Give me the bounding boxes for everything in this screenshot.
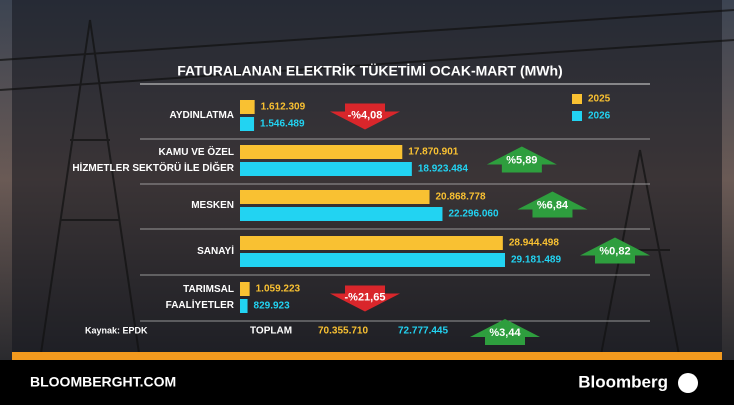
total-label: TOPLAM [250, 326, 292, 337]
bar [240, 299, 248, 313]
legend-label: 2025 [588, 94, 611, 105]
legend-swatch [572, 94, 582, 104]
bar [240, 117, 255, 131]
category-label: MESKEN [191, 200, 234, 211]
category-label: KAMU VE ÖZEL HİZMETLER SEKTÖRÜ İLE DİĞER [72, 145, 234, 174]
category-label: AYDINLATMA [170, 110, 234, 121]
footer-site: BLOOMBERGHT.COM [30, 374, 176, 390]
change-label: %3,44 [489, 327, 521, 339]
value-label: 1.059.223 [256, 284, 301, 295]
bar [240, 207, 443, 221]
change-arrow-down [330, 103, 400, 130]
change-label: %5,89 [506, 154, 537, 166]
value-label: 18.923.484 [418, 164, 468, 175]
legend-swatch [572, 111, 582, 121]
category-label: SANAYİ [197, 244, 234, 257]
footer-brand: Bloomberg [578, 372, 668, 391]
legend-label: 2026 [588, 111, 611, 122]
change-label: -%21,65 [345, 291, 386, 303]
footer [0, 360, 734, 405]
value-label: 22.296.060 [448, 209, 498, 220]
bar [240, 100, 255, 114]
change-arrow-up [517, 191, 588, 218]
bar [240, 190, 430, 204]
bar [240, 282, 250, 296]
chart-title: FATURALANAN ELEKTRİK TÜKETİMİ OCAK-MART … [177, 63, 562, 79]
value-label: 829.923 [254, 301, 291, 312]
orange-strip [12, 352, 722, 360]
change-arrow-up [580, 237, 650, 264]
total-2025: 70.355.710 [318, 326, 368, 337]
source: Kaynak: EPDK [85, 325, 148, 335]
change-arrow-up [486, 146, 557, 173]
change-arrow-up [470, 319, 540, 345]
value-label: 1.612.309 [261, 102, 306, 113]
bar [240, 236, 503, 250]
bar [240, 253, 505, 267]
change-label: %6,84 [537, 199, 569, 211]
change-arrow-down [330, 285, 400, 312]
value-label: 20.868.778 [436, 192, 486, 203]
value-label: 17.870.901 [408, 147, 458, 158]
value-label: 28.944.498 [509, 238, 559, 249]
total-2026: 72.777.445 [398, 326, 448, 337]
value-label: 1.546.489 [260, 119, 305, 130]
category-label: TARIMSAL FAALİYETLER [166, 284, 235, 311]
brand-logo [678, 373, 698, 393]
bar [240, 145, 403, 159]
value-label: 29.181.489 [511, 255, 561, 266]
change-label: %0,82 [599, 245, 630, 257]
change-label: -%4,08 [348, 109, 383, 121]
bar [240, 162, 412, 176]
